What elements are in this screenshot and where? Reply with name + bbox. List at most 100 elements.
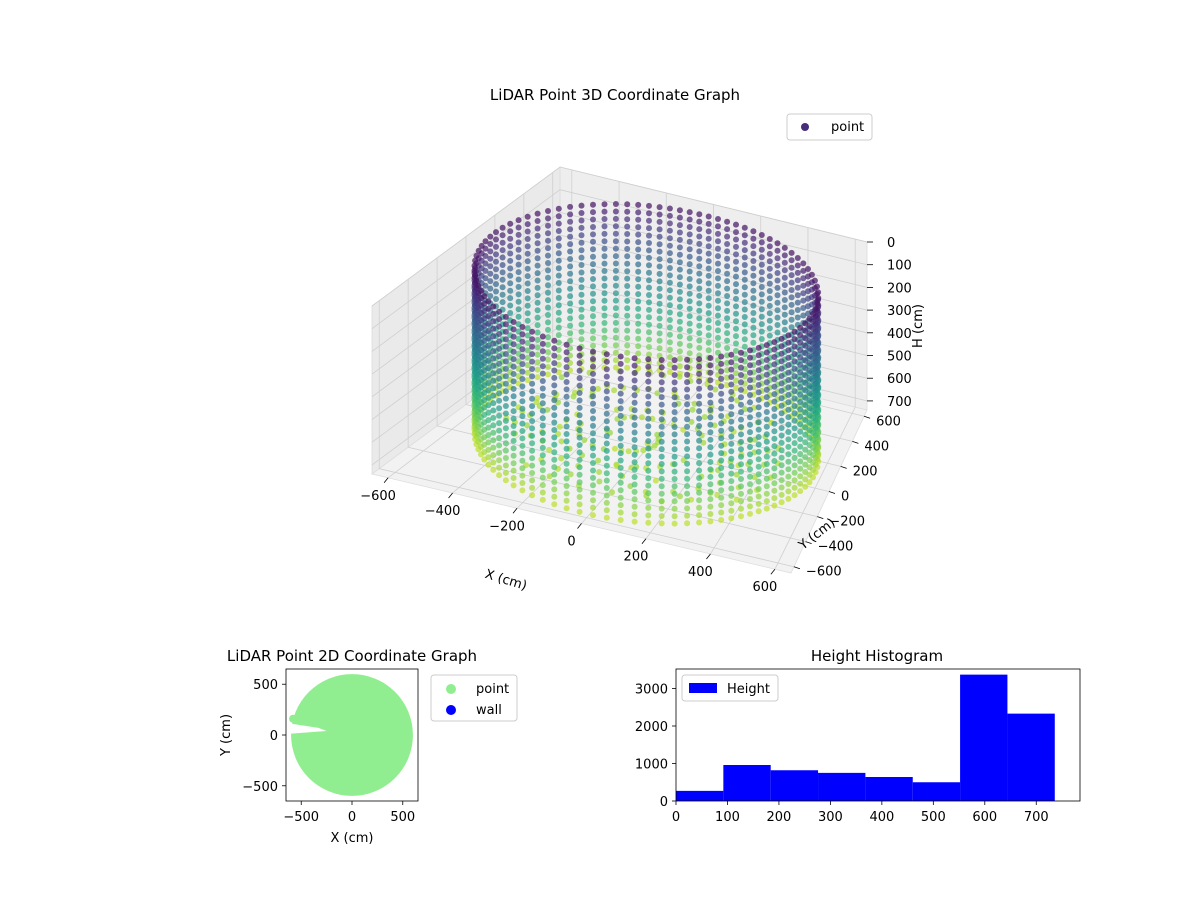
point-3d: [656, 211, 663, 218]
point-3d: [529, 410, 536, 417]
point-3d: [755, 463, 762, 470]
point-3d: [728, 507, 735, 514]
point-3d: [485, 365, 492, 372]
point-3d: [534, 225, 541, 232]
point-3d: [631, 414, 638, 421]
point-3d: [774, 329, 781, 336]
point-3d: [631, 474, 638, 480]
point-3d: [728, 448, 735, 455]
point-3d: [624, 357, 631, 364]
point-3d: [539, 348, 546, 355]
point-3d: [686, 209, 693, 216]
point-3d: [684, 468, 691, 475]
point-3d: [490, 370, 497, 377]
point-3d: [631, 355, 638, 362]
point-3d: [785, 495, 792, 502]
point-3d: [475, 282, 482, 289]
point-3d: [563, 460, 570, 467]
point-3d: [755, 382, 762, 388]
point-3d: [534, 322, 541, 329]
point-3d: [666, 250, 673, 257]
point-3d: [646, 284, 652, 291]
point-3d: [515, 254, 522, 261]
point-3d: [658, 483, 665, 490]
point-3d: [502, 395, 509, 402]
point-3d: [686, 320, 693, 327]
point-3d: [612, 215, 619, 222]
point-3d: [705, 250, 712, 257]
point-3d: [707, 488, 714, 495]
point-3d: [738, 409, 744, 416]
point-3d: [794, 299, 801, 306]
point-3d: [534, 232, 541, 239]
point-3d: [590, 408, 596, 414]
point-3d: [556, 423, 563, 430]
point-3d: [774, 240, 781, 247]
point-3d: [781, 274, 788, 281]
point-3d: [707, 377, 714, 384]
y-tick-mark: [828, 491, 836, 494]
point-3d: [671, 505, 678, 512]
point-3d: [691, 400, 698, 407]
point-3d: [635, 291, 642, 298]
point-3d: [496, 442, 503, 449]
point-3d: [545, 356, 551, 363]
point-3d: [705, 235, 712, 242]
point-3d: [624, 245, 631, 252]
point-cloud-disc: [291, 674, 413, 796]
point-3d: [534, 218, 541, 224]
point-3d: [472, 272, 479, 279]
point-3d: [791, 492, 798, 499]
point-3d: [645, 356, 652, 363]
point-3d: [545, 267, 551, 274]
point-3d: [590, 460, 596, 466]
point-3d: [539, 422, 546, 429]
point-3d: [738, 401, 744, 408]
point-3d: [696, 285, 703, 292]
point-3d: [493, 266, 499, 273]
point-3d: [590, 268, 596, 275]
point-3d: [733, 229, 739, 236]
point-3d: [684, 453, 691, 460]
point-3d: [635, 246, 642, 253]
point-3d: [534, 366, 541, 373]
point-3d: [755, 486, 762, 492]
point-3d: [781, 297, 788, 303]
point-3d: [791, 373, 798, 380]
point-3d: [656, 345, 663, 352]
point-3d: [590, 370, 596, 377]
point-3d: [707, 481, 714, 488]
point-3d: [806, 434, 813, 441]
point-3d: [802, 431, 809, 438]
point-3d: [472, 257, 479, 264]
point-3d: [490, 437, 497, 444]
point-3d: [806, 405, 813, 411]
point-3d: [658, 386, 665, 393]
point-3d: [551, 449, 558, 456]
point-3d: [493, 273, 499, 280]
point-3d: [671, 431, 678, 438]
point-3d: [666, 220, 673, 227]
point-3d: [724, 278, 731, 285]
point-3d: [785, 354, 792, 361]
point-3d: [590, 415, 596, 422]
point-3d: [510, 437, 517, 444]
point-3d: [567, 218, 574, 225]
point-3d: [718, 457, 725, 464]
point-3d: [490, 459, 497, 466]
point-3d: [733, 295, 739, 302]
point-3d: [676, 311, 683, 318]
point-3d: [771, 398, 778, 405]
point-3d: [555, 317, 562, 324]
point-3d: [802, 335, 809, 342]
point-3d: [763, 498, 770, 505]
point-3d: [563, 341, 570, 348]
point-3d: [718, 487, 725, 494]
point-3d: [750, 243, 757, 250]
grid-z: [371, 189, 868, 330]
point-3d: [624, 223, 631, 230]
point-3d: [646, 336, 652, 343]
point-3d: [590, 335, 596, 342]
point-3d: [733, 236, 739, 243]
point-3d: [747, 488, 753, 495]
